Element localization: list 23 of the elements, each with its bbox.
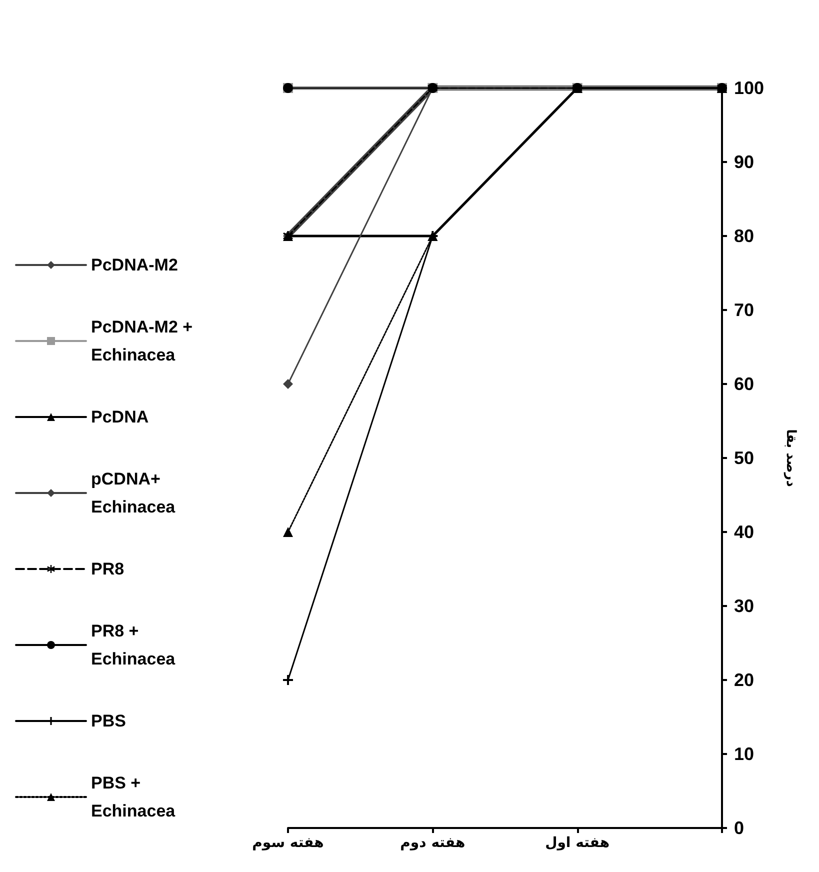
- y-tick-label: 80: [734, 226, 754, 246]
- legend-label: pCDNA+ Echinacea: [91, 470, 176, 516]
- y-axis-title: درصد بقا: [783, 429, 798, 488]
- y-tick-label: 40: [734, 522, 754, 542]
- legend-label: PcDNA-M2 + Echinacea: [91, 318, 198, 364]
- y-tick-label: 90: [734, 152, 754, 172]
- y-tick-label: 10: [734, 744, 754, 764]
- legend-label: PBS + Echinacea: [91, 774, 176, 820]
- legend-label: PBS: [91, 712, 126, 730]
- legend-label: PR8: [91, 560, 124, 578]
- y-tick-label: 30: [734, 596, 754, 616]
- x-tick-label: هفته سوم: [252, 835, 324, 851]
- x-tick-label: هفته دوم: [400, 835, 466, 851]
- legend-label: PR8 + Echinacea: [91, 622, 176, 668]
- y-tick-label: 70: [734, 300, 754, 320]
- legend-label: PcDNA-M2: [91, 256, 178, 274]
- y-tick-label: 0: [734, 818, 744, 838]
- y-tick-label: 60: [734, 374, 754, 394]
- y-tick-label: 100: [734, 78, 764, 98]
- legend-label: PcDNA: [91, 408, 149, 426]
- y-tick-label: 50: [734, 448, 754, 468]
- y-tick-label: 20: [734, 670, 754, 690]
- x-tick-label: هفته اول: [545, 835, 610, 851]
